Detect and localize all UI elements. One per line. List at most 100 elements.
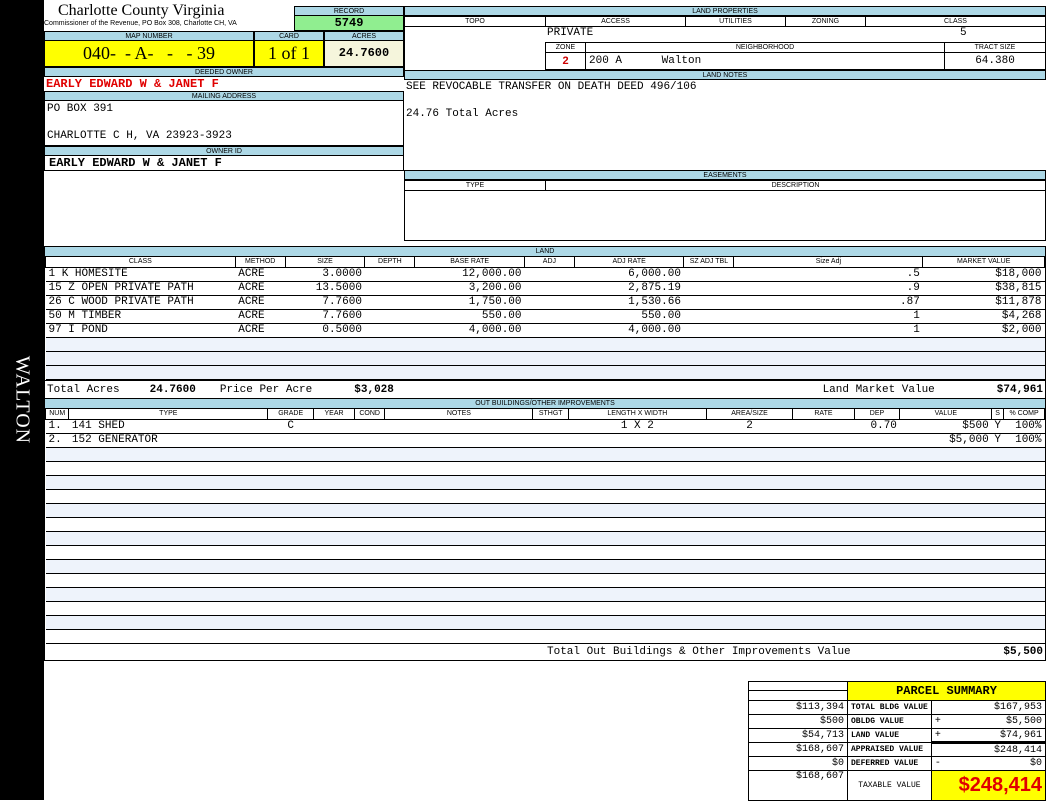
outbuilding-col-header: TYPE xyxy=(68,409,269,420)
land-market-value: $74,961 xyxy=(996,383,1043,396)
outbuilding-cell: C xyxy=(267,419,314,434)
outbuildings-total: $5,500 xyxy=(1003,646,1043,658)
land-cell: $4,268 xyxy=(922,309,1045,324)
land-col-header: DEPTH xyxy=(364,257,416,268)
land-cell xyxy=(683,337,734,352)
land-cell xyxy=(922,337,1045,352)
land-cell xyxy=(683,309,734,324)
land-cell: ACRE xyxy=(235,309,286,324)
land-cell xyxy=(683,351,734,366)
land-cell: 1 K HOMESITE xyxy=(45,267,236,282)
land-cell: 50 M TIMBER xyxy=(45,309,236,324)
acres-value: 24.7600 xyxy=(324,41,404,67)
outbuilding-col-header: DEP xyxy=(853,409,901,420)
easement-type-label: TYPE xyxy=(404,180,546,191)
land-cell: $18,000 xyxy=(922,267,1045,282)
land-row xyxy=(45,351,1045,366)
outbuilding-cell: Y xyxy=(991,433,1004,448)
summary-prev: $168,607 xyxy=(748,742,848,757)
outbuilding-row: 1. 141 SHED C 1 X 2 2 0.70 $500 Y 100% xyxy=(45,419,1045,434)
land-cell: 1 xyxy=(733,309,923,324)
summary-value-text: $167,953 xyxy=(993,702,1042,713)
summary-value-text: $74,961 xyxy=(999,729,1042,741)
outbuilding-row xyxy=(45,545,1045,560)
land-col-header: MARKET VALUE xyxy=(922,257,1045,268)
land-cell xyxy=(683,267,734,282)
land-cell xyxy=(364,295,415,310)
land-cell xyxy=(922,351,1045,366)
land-cell: $11,878 xyxy=(922,295,1045,310)
outbuilding-row xyxy=(45,461,1045,476)
land-cell: ACRE xyxy=(235,323,286,338)
land-cell xyxy=(45,337,236,352)
tract-size-label: TRACT SIZE xyxy=(944,42,1046,53)
summary-row: $168,607 APPRAISED VALUE $248,414 xyxy=(748,741,1047,757)
land-cell xyxy=(364,337,415,352)
outbuilding-row xyxy=(45,629,1045,644)
outbuilding-cell xyxy=(313,433,355,448)
land-col-header: SIZE xyxy=(284,257,366,268)
outbuilding-cell: 100% xyxy=(1003,419,1045,434)
summary-label: LAND VALUE xyxy=(847,728,932,743)
land-cell xyxy=(524,281,575,296)
outbuilding-row xyxy=(45,531,1045,546)
land-cell xyxy=(285,337,365,352)
land-cell: ACRE xyxy=(235,281,286,296)
land-cell: ACRE xyxy=(235,295,286,310)
total-acres: 24.7600 xyxy=(149,383,196,396)
land-cell xyxy=(524,267,575,282)
tract-size-value: 64.380 xyxy=(944,52,1046,70)
summary-value-text: $248,414 xyxy=(993,744,1042,756)
land-properties-title: LAND PROPERTIES xyxy=(404,6,1046,16)
outbuilding-row xyxy=(45,447,1045,462)
outbuilding-col-header: NOTES xyxy=(384,409,534,420)
summary-value: $167,953 xyxy=(930,700,1047,715)
outbuilding-row: 2. 152 GENERATOR $5,000 Y 100% xyxy=(45,433,1045,448)
outbuilding-col-header: RATE xyxy=(792,409,855,420)
neighborhood-label: NEIGHBORHOOD xyxy=(585,42,945,53)
land-cell xyxy=(285,365,365,380)
summary-prev: $0 xyxy=(748,756,848,771)
map-number-label: MAP NUMBER xyxy=(44,31,254,41)
land-cell xyxy=(524,337,575,352)
land-cell: 7.7600 xyxy=(285,295,365,310)
land-title: LAND xyxy=(45,247,1045,257)
outbuilding-col-header: NUM xyxy=(44,409,70,420)
outbuilding-col-header: % COMP xyxy=(1003,409,1045,420)
land-cell xyxy=(733,337,923,352)
land-cell xyxy=(524,309,575,324)
land-row xyxy=(45,365,1045,380)
land-row: 97 I POND ACRE 0.5000 4,000.00 4,000.00 1 $2,0… xyxy=(45,323,1045,338)
land-cell xyxy=(524,365,575,380)
easements-area xyxy=(404,191,1046,241)
parcel-summary-title: PARCEL SUMMARY xyxy=(847,681,1046,701)
land-cell xyxy=(683,323,734,338)
outbuilding-cell xyxy=(854,433,900,448)
outbuilding-cell: $500 xyxy=(899,419,992,434)
land-cell xyxy=(364,281,415,296)
land-row: 26 C WOOD PRIVATE PATH ACRE 7.7600 1,750.00… xyxy=(45,295,1045,310)
outbuilding-col-header: AREA/SIZE xyxy=(705,409,794,420)
land-cell xyxy=(733,365,923,380)
class-label: CLASS xyxy=(865,16,1046,27)
land-row: 1 K HOMESITE ACRE 3.0000 12,000.00 6,000.00.… xyxy=(45,267,1045,282)
summary-op: + xyxy=(934,716,941,727)
land-cell: 15 Z OPEN PRIVATE PATH xyxy=(45,281,236,296)
land-cell xyxy=(683,365,734,380)
summary-label: OBLDG VALUE xyxy=(847,714,932,729)
outbuilding-cell xyxy=(384,419,533,434)
summary-prev: $113,394 xyxy=(748,700,848,715)
record-number: 5749 xyxy=(294,16,404,31)
owner-id: EARLY EDWARD W & JANET F xyxy=(44,156,404,171)
land-cell xyxy=(364,365,415,380)
taxable-label: TAXABLE VALUE xyxy=(847,770,932,801)
land-cell: 13.5000 xyxy=(285,281,365,296)
taxable-prev: $168,607 xyxy=(748,770,848,801)
land-market-value-label: Land Market Value xyxy=(822,383,935,396)
outbuilding-row xyxy=(45,615,1045,630)
land-col-header: CLASS xyxy=(45,257,236,268)
summary-prev: $54,713 xyxy=(748,728,848,743)
outbuilding-col-header: YEAR xyxy=(313,409,355,420)
land-cell xyxy=(414,337,525,352)
land-row xyxy=(45,337,1045,352)
